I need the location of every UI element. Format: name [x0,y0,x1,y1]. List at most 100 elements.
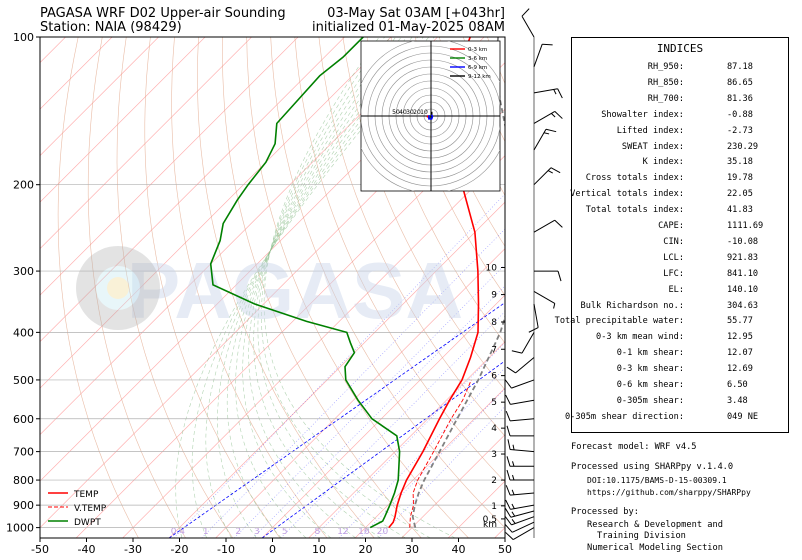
barb-half-flag [543,132,550,135]
wind-barb [504,508,535,518]
index-label: EL: [668,284,684,295]
y-tick-label: 600 [13,413,34,426]
index-row: 0-3 km mean wind: 12.95 [572,332,788,348]
index-label: RH_950: [647,62,684,72]
index-row: RH_700: 81.36 [572,94,788,110]
isotherm-line [40,37,345,343]
index-value: 12.07 [727,348,753,359]
height-label: 9 [491,291,497,301]
index-label: LFC: [663,268,684,279]
height-label: 5 [491,398,497,408]
index-label: 0-1 km shear: [616,348,684,359]
index-value: 3.48 [727,395,748,406]
barb-flag [542,43,553,46]
index-value: 049 NE [727,411,759,422]
index-value: 140.10 [727,284,759,295]
height-label: 4 [491,424,497,434]
moist-adiabat-line [175,37,441,538]
index-row: K index: 35.18 [572,157,788,173]
index-row: 0-1 km shear: 12.07 [572,348,788,364]
isotherm-line [40,37,299,296]
barb-flag [507,439,511,450]
height-label: 8 [491,318,497,328]
mixing-ratio-label: 20 [377,527,389,537]
barb-flag [554,111,563,119]
barb-flag [511,350,523,354]
index-row: Bulk Richardson no.: 304.63 [572,301,788,317]
mixing-ratio-label: 5 [282,527,288,537]
wind-barb [505,499,535,510]
hodograph-ring-label: 10 [420,109,428,116]
series-dwpt [209,37,401,529]
hodograph-legend-label: 3-6 km [468,56,487,62]
barb-flag [504,524,513,533]
index-label: Showalter index: [601,109,684,120]
y-tick-label: 400 [13,326,34,339]
height-label: 0.5 [483,515,497,525]
dry-adiabat-line [57,37,139,538]
wind-barb [505,527,535,541]
wind-barb [511,332,535,354]
index-value: 55.77 [727,316,753,327]
y-tick-label: 100 [13,31,34,44]
watermark-logo [76,246,160,330]
barb-half-flag [511,489,515,495]
mixing-ratio-label: 2 [235,527,241,537]
barb-flag [545,128,557,133]
barb-staff [533,303,539,328]
reference-line [168,302,505,538]
index-row: RH_950: 87.18 [572,62,788,78]
index-label: Bulk Richardson no.: [580,300,684,311]
index-label: LCL: [663,252,684,263]
barb-half-flag [511,519,516,524]
barb-flag [505,410,511,422]
barb-staff [515,357,535,374]
barb-half-flag [512,444,515,450]
index-label: RH_850: [647,77,684,88]
barb-staff [533,44,543,67]
hodograph-ring-label: 40 [399,109,407,116]
index-label: CAPE: [658,221,684,231]
processed-using-text: Processed using SHARPpy v.1.4.0 [571,462,734,472]
height-label: 1 [491,502,497,512]
index-row: RH_850: 86.65 [572,78,788,94]
barb-half-flag [512,474,515,481]
index-label: 0-305m shear direction: [565,411,684,422]
mixing-ratio-label: 8 [314,527,320,537]
repo-url-text[interactable]: https://github.com/sharppy/SHARPpy [587,488,751,497]
legend-label: DWPT [74,518,101,528]
index-row: SWEAT index: 230.29 [572,142,788,158]
wind-barb [533,43,553,67]
legend-label: TEMP [73,490,99,500]
index-row: 0-305m shear: 3.48 [572,396,788,412]
wind-barb [533,290,556,309]
barb-flag [506,469,511,481]
x-tick-label: 20 [359,543,373,556]
barb-flag [528,327,539,333]
index-label: 0-3 km shear: [616,364,684,375]
index-value: 841.10 [727,268,759,279]
isotherm-line [308,341,505,538]
y-tick-label: 700 [13,446,34,459]
wind-barb [505,394,535,405]
x-tick-label: 30 [405,543,419,556]
y-tick-label: 200 [13,179,34,192]
moist-adiabat-line [242,37,408,538]
barb-flag [505,499,511,510]
index-value: -2.73 [727,125,753,136]
moist-adiabat-line [260,37,431,538]
x-tick-label: -30 [124,543,142,556]
watermark-text: PAGASA [127,246,463,335]
dry-adiabat-line [197,37,375,538]
index-row: LFC: 841.10 [572,269,788,285]
title-right-line2: initialized 01-May-2025 08AM [311,20,505,35]
x-tick-label: 50 [498,543,512,556]
index-label: Cross totals index: [585,173,684,184]
index-row: Vertical totals index: 22.05 [570,189,788,205]
index-label: RH_700: [647,93,684,104]
height-label: km [483,520,497,530]
barb-flag [550,167,561,174]
isotherm-line [40,37,252,250]
index-row: Showalter index: -0.88 [572,110,788,126]
